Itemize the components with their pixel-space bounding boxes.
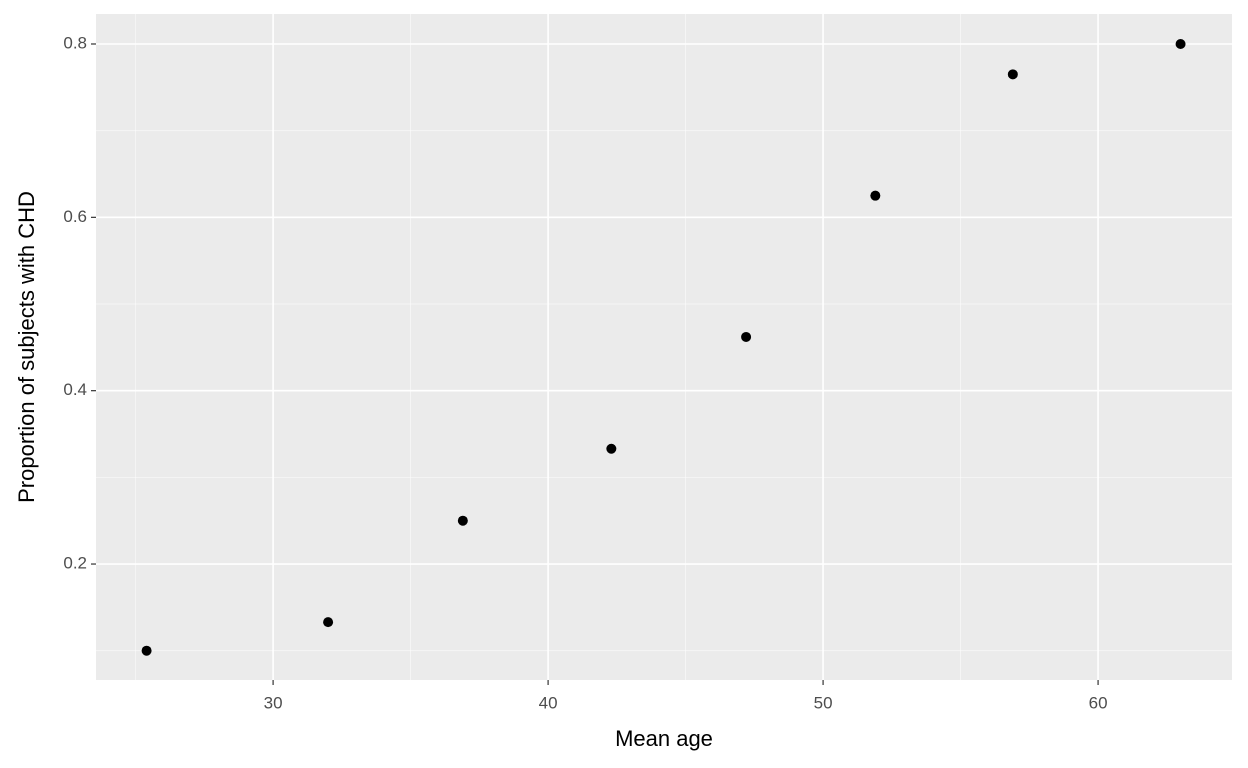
point (323, 617, 334, 628)
x-tick-label: 50 (814, 693, 833, 712)
x-axis-title: Mean age (615, 726, 713, 751)
y-tick-label: 0.8 (63, 33, 87, 52)
y-tick-label: 0.4 (63, 380, 87, 399)
point (1007, 69, 1018, 80)
point (457, 515, 468, 526)
point (741, 331, 752, 342)
point (1175, 38, 1186, 49)
x-tick-label: 60 (1089, 693, 1108, 712)
panel (96, 14, 1232, 680)
point (141, 645, 152, 656)
point (606, 443, 617, 454)
y-tick-label: 0.2 (63, 554, 87, 573)
x-tick-label: 30 (264, 693, 283, 712)
y-tick-label: 0.6 (63, 207, 87, 226)
point (870, 190, 881, 201)
y-axis-title: Proportion of subjects with CHD (14, 191, 39, 503)
x-tick-label: 40 (539, 693, 558, 712)
